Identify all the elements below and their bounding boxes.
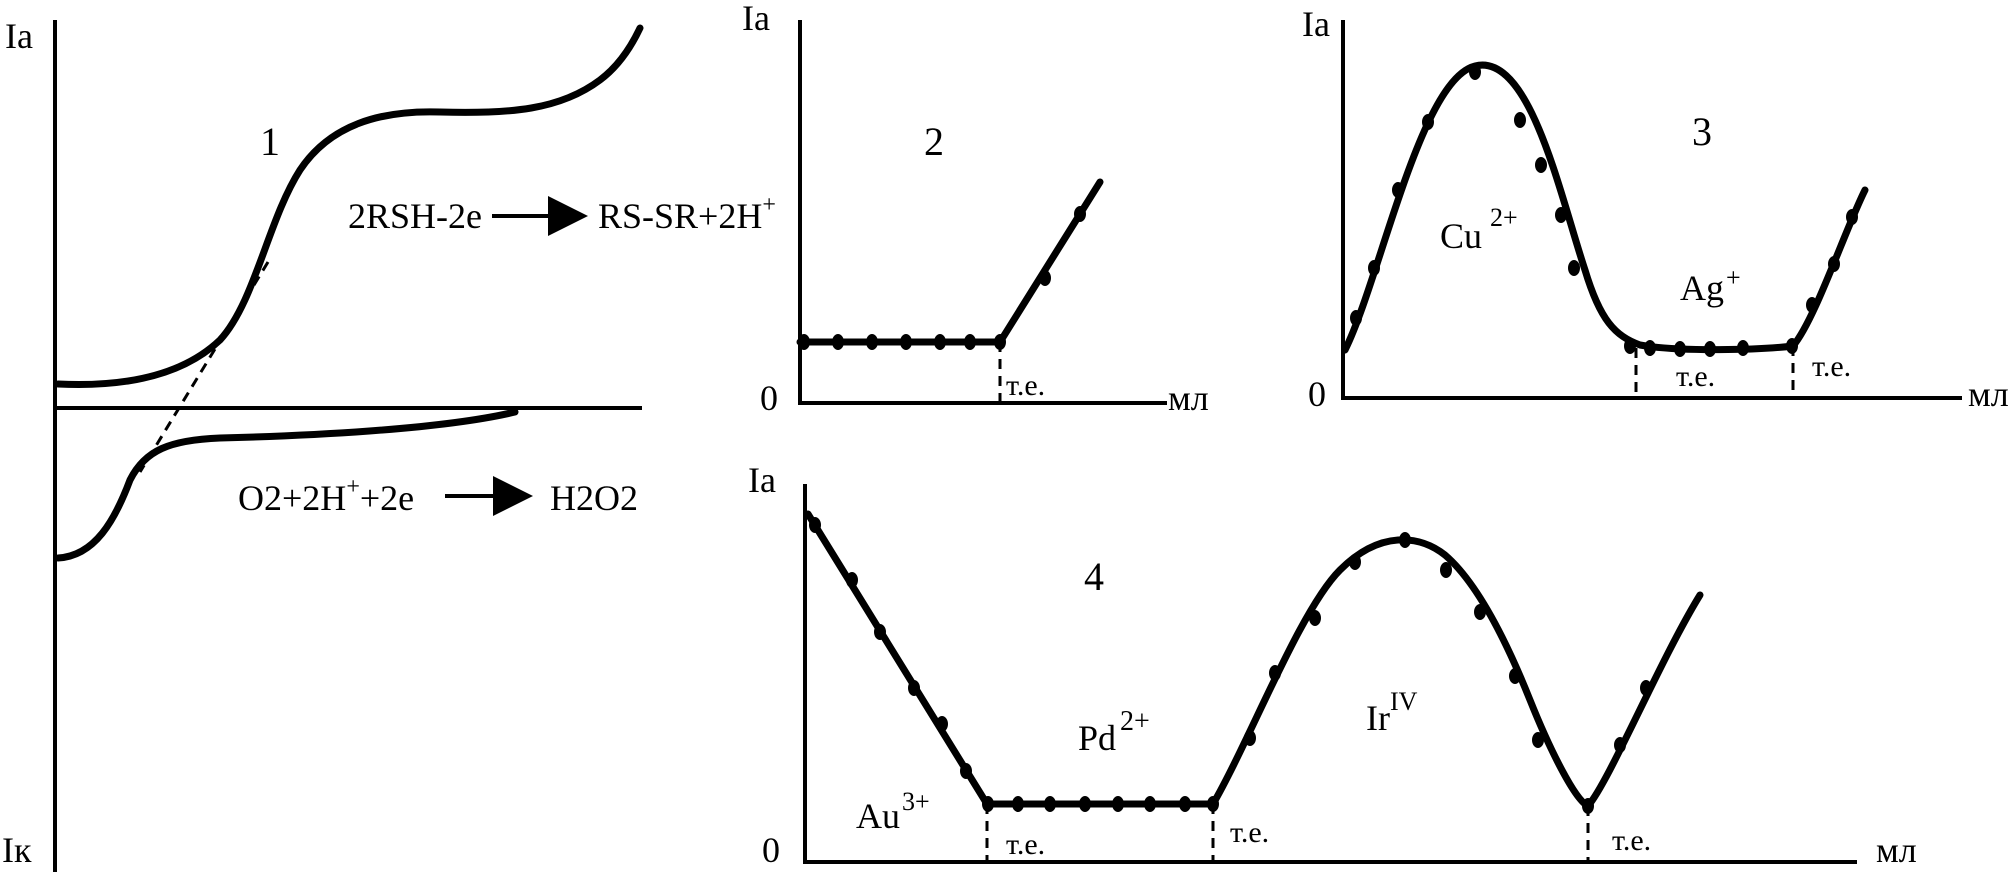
- panel3-point: [1422, 114, 1434, 130]
- panel2-point: [1074, 206, 1086, 222]
- panel-2: Ia 0 мл 2 т.е.: [742, 0, 1209, 418]
- panel4-point: [1532, 732, 1544, 748]
- panel4-endpoint3-label: т.е.: [1612, 824, 1651, 857]
- panel3-point: [1624, 338, 1636, 354]
- panel2-titration-curve: [796, 178, 1104, 346]
- panel4-point: [960, 763, 972, 779]
- panel3-point: [1392, 182, 1404, 198]
- panel3-point: [1846, 209, 1858, 225]
- panel3-point: [1568, 260, 1580, 276]
- panel4-point: [1269, 665, 1281, 681]
- panel3-point: [1469, 64, 1481, 80]
- panel-1: Ia Iк 1 2RSH-2e RS-SR+2H+ O2+2H++2e H2O2: [2, 16, 776, 872]
- panel4-ion-au: Au3+: [856, 787, 930, 836]
- panel4-point: [936, 716, 948, 732]
- panel3-x-unit: мл: [1968, 374, 2009, 414]
- panel3-ion-cu: Cu 2+: [1440, 203, 1518, 256]
- panel1-reaction-anodic-product: RS-SR+2H+: [598, 192, 776, 236]
- panel2-point: [964, 334, 976, 350]
- panel2-point: [866, 334, 878, 350]
- panel1-reaction-cathodic-product: H2O2: [550, 478, 638, 518]
- panel3-ion-ag: Ag+: [1680, 263, 1741, 308]
- panel4-point: [1509, 668, 1521, 684]
- panel4-point: [1474, 604, 1486, 620]
- panel4-point: [1640, 680, 1652, 696]
- panel4-y-label: Ia: [748, 460, 776, 500]
- panel4-point: [809, 517, 821, 533]
- panel3-endpoint2-label: т.е.: [1812, 350, 1851, 383]
- panel2-point: [934, 334, 946, 350]
- panel2-point: [832, 334, 844, 350]
- panel4-titration-curve: [804, 510, 1704, 810]
- panel1-number: 1: [260, 119, 280, 164]
- panel4-x-unit: мл: [1876, 830, 1917, 870]
- panel3-point: [1828, 256, 1840, 272]
- panel3-point: [1674, 341, 1686, 357]
- panel4-points: [809, 517, 1652, 814]
- panel3-points: [1350, 64, 1858, 357]
- panel4-number: 4: [1084, 554, 1104, 599]
- panel3-endpoint1-label: т.е.: [1676, 360, 1715, 393]
- panel4-point: [1399, 532, 1411, 548]
- panel4-point: [1614, 737, 1626, 753]
- panel4-point: [1244, 730, 1256, 746]
- panel2-point: [798, 334, 810, 350]
- panel4-point: [1012, 796, 1024, 812]
- panel3-point: [1644, 340, 1656, 356]
- panel-3: Ia 0 мл 3 Cu 2+ Ag+ т.е.: [1302, 4, 2009, 414]
- panel4-point: [1112, 796, 1124, 812]
- panel4-point: [1044, 796, 1056, 812]
- panel4-ion-ir: IrIV: [1366, 687, 1418, 738]
- panel4-point: [1144, 796, 1156, 812]
- panel2-y-label: Ia: [742, 0, 770, 38]
- panel1-reaction-anodic: 2RSH-2e: [348, 196, 482, 236]
- panel2-point: [1039, 270, 1051, 286]
- panel4-point: [846, 572, 858, 588]
- panel4-zero: 0: [762, 830, 780, 870]
- panel4-point: [1349, 554, 1361, 570]
- panel1-reaction-cathodic: O2+2H++2e: [238, 474, 414, 518]
- panel3-number: 3: [1692, 109, 1712, 154]
- panel3-point: [1514, 112, 1526, 128]
- panel4-point: [1179, 796, 1191, 812]
- panel-4: Ia 0 мл 4: [748, 460, 1917, 870]
- panel4-point: [908, 680, 920, 696]
- panel2-number: 2: [924, 119, 944, 164]
- panel1-cathodic-wave: [54, 408, 519, 562]
- panel4-point: [874, 624, 886, 640]
- panel4-endpoint1-label: т.е.: [1006, 828, 1045, 861]
- panel3-point: [1555, 207, 1567, 223]
- panel2-zero: 0: [760, 378, 778, 418]
- panel3-y-label: Ia: [1302, 4, 1330, 44]
- panel3-point: [1704, 341, 1716, 357]
- panel1-y-bottom-label: Iк: [2, 830, 32, 870]
- panel3-point: [1535, 157, 1547, 173]
- panel1-extrapolation-line: [138, 261, 270, 473]
- panel3-zero: 0: [1308, 374, 1326, 414]
- panel3-point: [1368, 260, 1380, 276]
- panel3-point: [1350, 310, 1362, 326]
- panel3-point: [1737, 340, 1749, 356]
- panel3-point: [1806, 297, 1818, 313]
- panel4-point: [1440, 562, 1452, 578]
- panel3-titration-curve: [1341, 61, 1869, 354]
- panel1-y-top-label: Ia: [5, 16, 33, 56]
- panel4-point: [1079, 796, 1091, 812]
- panel4-ion-pd: Pd 2+: [1078, 706, 1150, 758]
- panel2-point: [900, 334, 912, 350]
- panel1-anodic-wave: [54, 24, 644, 389]
- panel4-point: [1309, 610, 1321, 626]
- panel2-endpoint-label: т.е.: [1006, 369, 1045, 402]
- panel2-x-unit: мл: [1168, 378, 1209, 418]
- panel2-points: [798, 206, 1086, 350]
- panel4-endpoint2-label: т.е.: [1230, 816, 1269, 849]
